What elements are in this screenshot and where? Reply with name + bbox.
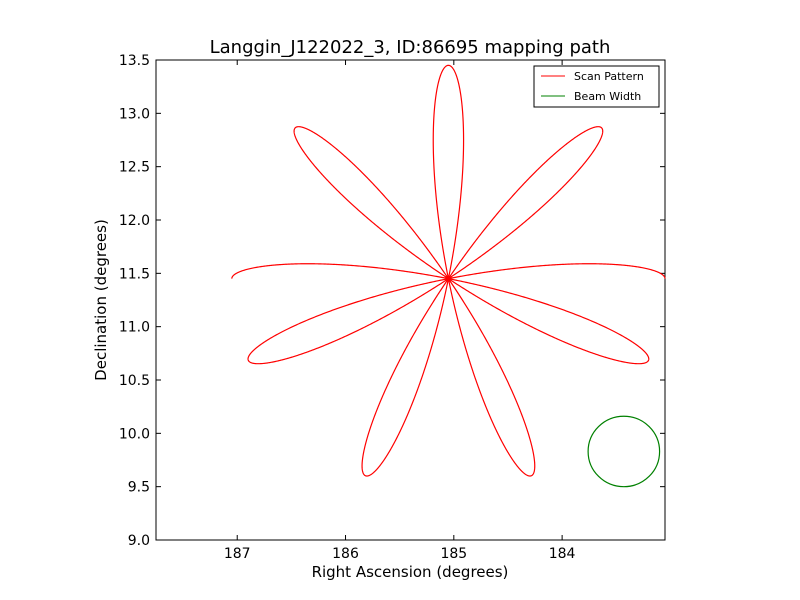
y-axis-label: Declination (degrees) [92, 219, 110, 381]
y-tick-label: 10.5 [119, 373, 150, 389]
x-tick-label: 184 [549, 546, 576, 562]
legend-label-beam-width: Beam Width [574, 90, 641, 103]
chart-title: Langgin_J122022_3, ID:86695 mapping path [210, 37, 611, 58]
y-tick-label: 12.0 [119, 213, 150, 229]
x-tick-label: 186 [332, 546, 359, 562]
legend-label-scan-pattern: Scan Pattern [574, 70, 644, 83]
x-tick-label: 185 [440, 546, 467, 562]
y-tick-label: 11.5 [119, 266, 150, 282]
scan-pattern-line [231, 64, 666, 477]
y-tick-label: 13.0 [119, 106, 150, 122]
legend: Scan Pattern Beam Width [533, 65, 660, 108]
y-tick-label: 9.5 [128, 480, 150, 496]
x-axis-label: Right Ascension (degrees) [312, 563, 509, 581]
y-tick-label: 10.0 [119, 426, 150, 442]
y-tick-label: 9.0 [128, 533, 150, 549]
y-tick-label: 13.5 [119, 53, 150, 69]
series-layer [231, 64, 666, 488]
x-tick-label: 187 [224, 546, 251, 562]
y-tick-label: 12.5 [119, 160, 150, 176]
plot-frame [155, 59, 666, 541]
legend-box [533, 65, 660, 108]
axis-ticks: 187 186 185 184 9.0 9.5 10.0 10.5 11.0 11.5 12.0 12… [119, 53, 665, 562]
plot-area: 187 186 185 184 9.0 9.5 10.0 10.5 11.0 11.5 12.0 12… [119, 53, 666, 562]
beam-width-circle [587, 415, 661, 488]
y-tick-label: 11.0 [119, 320, 150, 336]
